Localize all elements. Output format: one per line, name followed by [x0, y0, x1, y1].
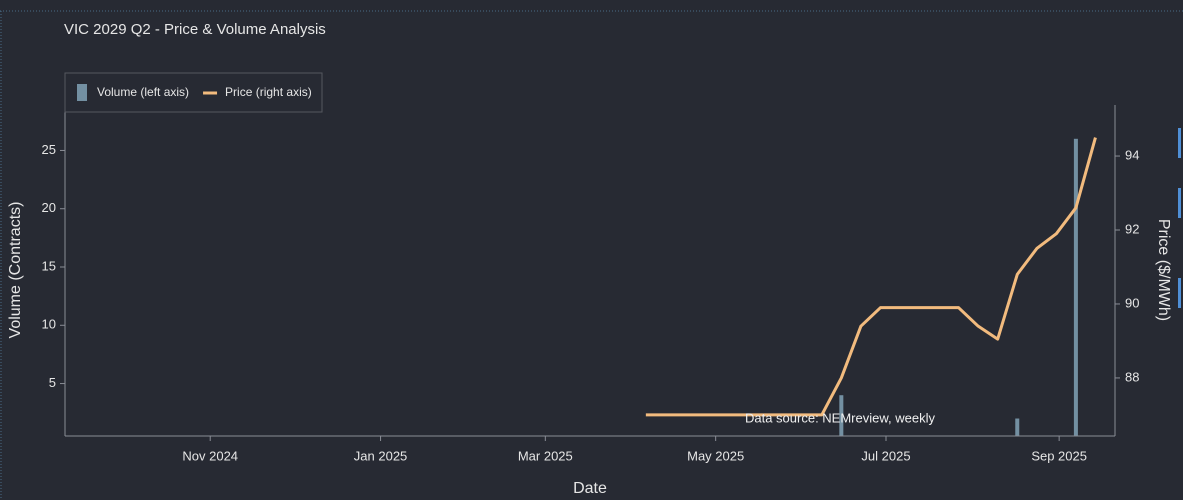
x-tick-label: Mar 2025: [518, 448, 573, 463]
plot-area: [645, 137, 1097, 436]
y-tick-label: 20: [42, 200, 56, 215]
y-tick-label: 5: [49, 375, 56, 390]
edge-marker: [1178, 128, 1181, 158]
volume-bar: [1073, 138, 1078, 436]
y-tick-label: 25: [42, 142, 56, 157]
y-tick-label: 15: [42, 258, 56, 273]
annotation: Data source: NEMreview, weekly: [745, 410, 936, 425]
y-tick-label: 10: [42, 317, 56, 332]
legend-swatch: [77, 84, 87, 101]
y2-tick-label: 90: [1125, 295, 1139, 310]
chart-title: VIC 2029 Q2 - Price & Volume Analysis: [64, 21, 326, 38]
y2-axis-label: Price ($/MWh): [1155, 219, 1172, 321]
y-axis-label: Volume (Contracts): [7, 202, 24, 339]
volume-bar: [839, 395, 844, 436]
y2-tick-label: 88: [1125, 369, 1139, 384]
legend-label: Price (right axis): [225, 85, 312, 99]
price-line: [645, 137, 1097, 417]
legend-box: [64, 72, 323, 113]
y2-tick-label: 94: [1125, 147, 1139, 162]
edge-marker: [1178, 188, 1181, 218]
x-tick-label: Sep 2025: [1031, 448, 1087, 463]
edge-marker: [1178, 278, 1181, 308]
x-tick-label: May 2025: [687, 448, 744, 463]
legend: Volume (left axis) Price (right axis): [64, 72, 323, 113]
y2-tick-label: 92: [1125, 221, 1139, 236]
legend-label: Volume (left axis): [97, 85, 189, 99]
volume-bar: [1015, 418, 1020, 436]
x-tick-label: Jul 2025: [861, 448, 910, 463]
x-tick-label: Nov 2024: [182, 448, 238, 463]
x-tick-label: Jan 2025: [354, 448, 408, 463]
x-axis-label: Date: [573, 480, 607, 497]
